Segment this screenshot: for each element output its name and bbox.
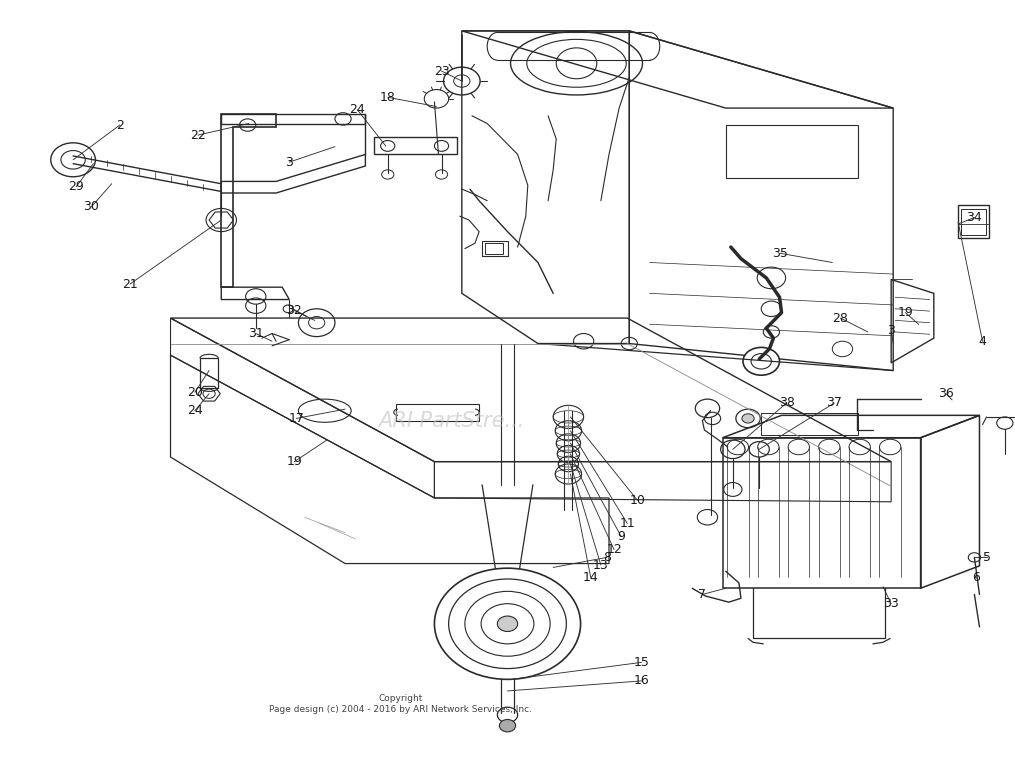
Text: 19: 19 <box>897 306 914 319</box>
Text: 11: 11 <box>619 517 635 530</box>
Text: ARI PartStre...: ARI PartStre... <box>379 411 525 431</box>
Bar <box>485 243 503 254</box>
Text: 21: 21 <box>122 278 138 290</box>
Text: 30: 30 <box>83 201 99 213</box>
Bar <box>200 358 218 388</box>
Text: 6: 6 <box>972 571 980 584</box>
Text: 32: 32 <box>286 304 302 317</box>
Text: 15: 15 <box>633 656 650 669</box>
Text: 19: 19 <box>286 455 302 468</box>
Text: 24: 24 <box>187 405 203 417</box>
Text: 3: 3 <box>285 156 293 168</box>
Text: 9: 9 <box>617 530 625 543</box>
Text: 10: 10 <box>629 494 646 506</box>
Bar <box>396 404 479 421</box>
Text: 23: 23 <box>433 65 450 77</box>
Text: 38: 38 <box>779 397 795 409</box>
Text: 35: 35 <box>771 247 788 259</box>
Bar <box>958 205 989 238</box>
Circle shape <box>497 616 518 631</box>
Text: 31: 31 <box>248 327 264 340</box>
Text: 17: 17 <box>288 412 304 425</box>
Text: 3: 3 <box>887 324 895 337</box>
Bar <box>482 241 508 256</box>
Text: 13: 13 <box>593 559 609 571</box>
Circle shape <box>742 414 754 423</box>
Circle shape <box>499 720 516 732</box>
Text: 14: 14 <box>583 571 599 584</box>
Text: 24: 24 <box>349 103 365 116</box>
Bar <box>761 413 858 435</box>
Text: 16: 16 <box>633 675 650 687</box>
Bar <box>961 209 986 235</box>
Text: 33: 33 <box>883 598 899 610</box>
Text: 22: 22 <box>190 129 206 141</box>
Text: 28: 28 <box>832 312 849 324</box>
Text: 12: 12 <box>606 543 622 556</box>
Text: 18: 18 <box>380 91 396 103</box>
Text: 20: 20 <box>187 386 203 398</box>
Text: 37: 37 <box>826 397 842 409</box>
Text: 7: 7 <box>698 588 706 601</box>
Text: 4: 4 <box>978 335 987 347</box>
Text: 34: 34 <box>966 212 983 224</box>
Text: 29: 29 <box>68 181 84 193</box>
Text: Copyright
Page design (c) 2004 - 2016 by ARI Network Services, Inc.: Copyright Page design (c) 2004 - 2016 by… <box>269 694 533 714</box>
Bar <box>726 125 858 178</box>
Text: 2: 2 <box>116 119 124 131</box>
Bar <box>374 137 457 154</box>
Text: 8: 8 <box>603 551 611 564</box>
Text: 5: 5 <box>983 551 991 564</box>
Circle shape <box>743 347 780 375</box>
Text: 36: 36 <box>938 388 954 400</box>
